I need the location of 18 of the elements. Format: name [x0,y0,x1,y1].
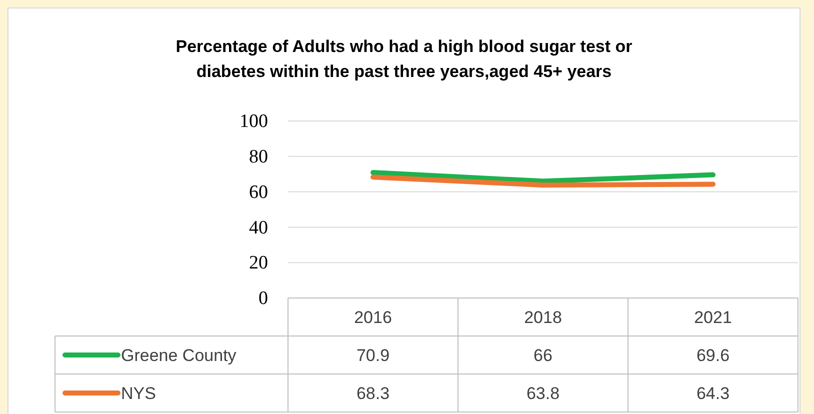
data-label: 66 [534,346,552,365]
y-tick-label: 60 [249,182,268,203]
data-label: 70.9 [356,346,390,365]
data-label: 63.8 [526,384,560,403]
x-tick-label: 2018 [524,308,562,328]
y-tick-label: 100 [240,111,268,132]
x-tick-label: 2016 [354,308,392,328]
data-label: 64.3 [696,384,730,403]
y-tick-label: 0 [258,288,268,310]
y-tick-label: 20 [249,252,268,274]
legend-label: NYS [121,384,156,403]
data-label: 68.3 [356,384,390,403]
x-tick-label: 2021 [694,308,732,328]
legend-label: Greene County [121,346,237,365]
chart-title: Percentage of Adults who had a high blood sugar test or diabetes within the past three years,aged 45+ years [176,37,633,81]
y-tick-label: 80 [249,146,268,168]
y-tick-label: 40 [249,217,268,238]
data-label: 69.6 [696,346,730,365]
